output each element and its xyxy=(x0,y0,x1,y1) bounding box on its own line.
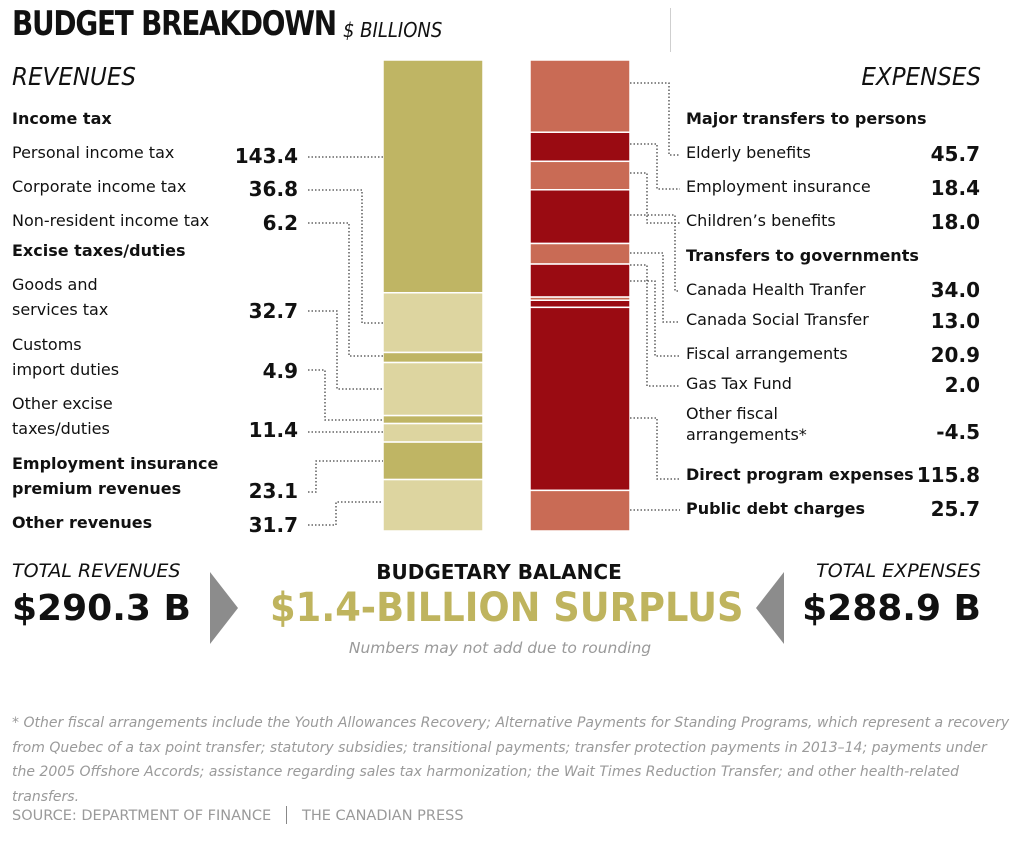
bar-segment-elderly-benefits xyxy=(529,59,631,133)
right-arrow-icon xyxy=(756,572,784,644)
revenue-label-corporate-income-tax: Corporate income tax xyxy=(12,177,187,196)
revenue-label-personal-income-tax: Personal income tax xyxy=(12,143,175,162)
leader-line xyxy=(630,82,680,156)
rounding-note: Numbers may not add due to rounding xyxy=(348,639,652,657)
revenue-value-corporate-income-tax: 36.8 xyxy=(248,177,298,201)
transfers-to-persons-heading: Major transfers to persons xyxy=(686,109,927,128)
expense-label-children: Children’s benefits xyxy=(686,211,836,230)
revenue-value-customs: 4.9 xyxy=(262,359,298,383)
leader-line xyxy=(630,252,680,323)
bar-segment-employment-insurance-premium-revenues xyxy=(382,441,484,481)
leader-line xyxy=(630,143,680,190)
revenue-value-gst: 32.7 xyxy=(248,299,298,323)
leader-line xyxy=(630,280,680,357)
expenses-heading: EXPENSES xyxy=(861,62,981,91)
total-expenses-label: TOTAL EXPENSES xyxy=(816,560,981,582)
expense-label-elderly: Elderly benefits xyxy=(686,143,811,162)
bar-segment-direct-program-expenses xyxy=(529,306,631,492)
revenue-label-non-resident-income-tax: Non-resident income tax xyxy=(12,211,210,230)
expense-value-ei: 18.4 xyxy=(930,176,980,200)
budgetary-balance-label: BUDGETARY BALANCE xyxy=(376,560,622,584)
leader-line xyxy=(308,460,383,493)
income-tax-heading: Income tax xyxy=(12,109,112,128)
source-left: SOURCE: DEPARTMENT OF FINANCE xyxy=(12,808,272,824)
bar-segment-non-resident-income-tax xyxy=(382,351,484,364)
bar-segment-customs-import-duties xyxy=(382,414,484,425)
excise-heading: Excise taxes/duties xyxy=(12,241,186,260)
bar-segment-personal-income-tax xyxy=(382,59,484,294)
expense-value-health: 34.0 xyxy=(930,278,980,302)
left-arrow-icon xyxy=(210,572,238,644)
expense-label-direct-program: Direct program expenses xyxy=(686,465,914,484)
leader-line xyxy=(308,501,383,526)
leader-line xyxy=(630,417,680,480)
chart-unit: $ BILLIONS xyxy=(343,18,443,42)
bar-segment-other-excise-taxes-duties xyxy=(382,422,484,443)
total-revenues-value: $290.3 B xyxy=(12,588,191,629)
surplus-value: $1.4-BILLION SURPLUS xyxy=(270,585,744,631)
expense-label-other-fiscal-line1: Other fiscal xyxy=(686,404,778,423)
expense-label-gas-tax: Gas Tax Fund xyxy=(686,374,792,393)
revenue-label-gst-line1: Goods and xyxy=(12,275,98,294)
total-expenses-value: $288.9 B xyxy=(802,588,981,629)
expense-value-fiscal: 20.9 xyxy=(930,343,980,367)
transfers-to-governments-heading: Transfers to governments xyxy=(686,246,919,265)
revenue-label-excise-line2: taxes/duties xyxy=(12,419,110,438)
leader-line xyxy=(308,369,383,421)
revenue-label-customs-line2: import duties xyxy=(12,360,120,379)
title-divider xyxy=(670,8,671,52)
leader-lines xyxy=(308,82,680,526)
expense-label-health: Canada Health Tranfer xyxy=(686,280,866,299)
bar-segment-goods-and-services-tax xyxy=(382,361,484,417)
revenue-label-other: Other revenues xyxy=(12,513,153,532)
source-divider xyxy=(286,806,287,824)
leader-line xyxy=(308,189,383,324)
revenue-value-other: 31.7 xyxy=(248,513,298,537)
expense-value-elderly: 45.7 xyxy=(930,142,980,166)
footnote: * Other fiscal arrangements include the … xyxy=(12,715,1010,805)
revenues-heading: REVENUES xyxy=(12,62,136,91)
bar-segment-canada-health-tranfer xyxy=(529,189,631,245)
source-right: THE CANADIAN PRESS xyxy=(302,808,464,824)
expense-value-other-fiscal: -4.5 xyxy=(936,420,980,444)
expense-value-social: 13.0 xyxy=(930,309,980,333)
revenue-value-personal-income-tax: 143.4 xyxy=(234,144,298,168)
expense-value-direct-program: 115.8 xyxy=(916,463,980,487)
bar-segment-other-fiscal-arrangements xyxy=(529,299,631,309)
revenue-value-ei: 23.1 xyxy=(248,479,298,503)
expense-label-social: Canada Social Transfer xyxy=(686,310,869,329)
revenue-label-gst-line2: services tax xyxy=(12,300,109,319)
bar-segment-other-revenues xyxy=(382,478,484,532)
expense-value-debt: 25.7 xyxy=(930,497,980,521)
expense-label-ei: Employment insurance xyxy=(686,177,871,196)
expense-stacked-bar xyxy=(529,59,631,532)
chart-title: BUDGET BREAKDOWN xyxy=(12,4,337,44)
expense-value-children: 18.0 xyxy=(930,210,980,234)
revenue-stacked-bar xyxy=(382,59,484,532)
expense-label-fiscal: Fiscal arrangements xyxy=(686,344,848,363)
revenue-value-non-resident-income-tax: 6.2 xyxy=(262,211,298,235)
revenue-label-ei-line1: Employment insurance xyxy=(12,454,219,473)
total-revenues-label: TOTAL REVENUES xyxy=(12,560,181,582)
revenue-value-excise: 11.4 xyxy=(248,418,298,442)
bar-segment-fiscal-arrangements xyxy=(529,263,631,298)
expense-label-debt: Public debt charges xyxy=(686,499,865,518)
revenue-label-excise-line1: Other excise xyxy=(12,394,113,413)
revenue-label-customs-line1: Customs xyxy=(12,335,82,354)
leader-line xyxy=(308,310,383,390)
leader-line xyxy=(630,264,680,387)
bar-segment-children-s-benefits xyxy=(529,160,631,191)
leader-line xyxy=(308,222,383,357)
expense-value-gas-tax: 2.0 xyxy=(944,373,980,397)
bar-segment-canada-social-transfer xyxy=(529,242,631,265)
bar-segment-corporate-income-tax xyxy=(382,291,484,354)
bar-segment-employment-insurance xyxy=(529,131,631,163)
expense-label-other-fiscal-line2: arrangements* xyxy=(686,425,807,444)
revenue-label-ei-line2: premium revenues xyxy=(12,479,182,498)
leader-line xyxy=(630,214,680,292)
bar-segment-public-debt-charges xyxy=(529,489,631,532)
leader-line xyxy=(630,172,680,224)
